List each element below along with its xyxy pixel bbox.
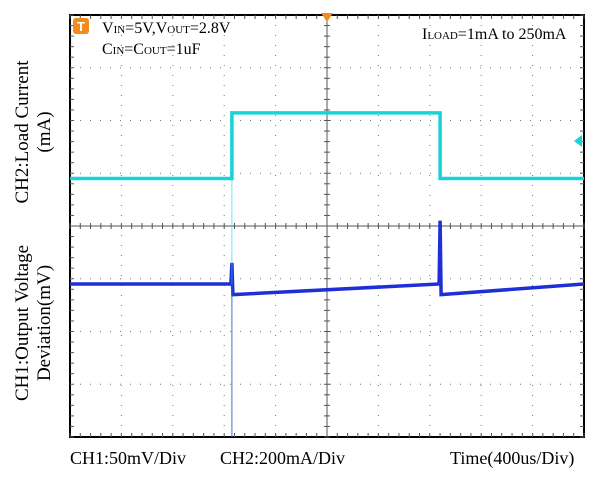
cout-subscript: OUT (143, 45, 167, 57)
graticule (69, 14, 585, 438)
vout-subscript: OUT (167, 24, 190, 36)
iload-annotation: ILOAD=1mA to 250mA (422, 26, 566, 44)
vout-value: =2.8V (189, 20, 231, 37)
ch2-level-marker-icon (574, 135, 582, 147)
iload-subscript: LOAD (427, 30, 458, 42)
ch1-ylabel-line2: Deviation(mV) (34, 264, 55, 382)
trigger-position-arrow-icon (321, 13, 333, 22)
traces (70, 111, 585, 437)
cap-value: =1uF (166, 41, 201, 58)
vin-label: V (102, 20, 114, 37)
ch2-scale-label: CH2:200mA/Div (220, 448, 346, 468)
vin-value: =5V,V (125, 20, 168, 37)
ch2-ylabel: CH2:Load Current (mA) (12, 42, 56, 222)
vin-vout-annotation: VIN=5V,VOUT=2.8V (102, 20, 230, 38)
ch1-scale-label: CH1:50mV/Div (70, 448, 187, 468)
cin-label: C (102, 41, 113, 58)
cout-label: =C (124, 41, 144, 58)
trigger-marker-label: T (77, 19, 85, 34)
ch1-output-voltage-trace (70, 220, 585, 297)
iload-label: I (422, 26, 428, 43)
cin-subscript: IN (112, 45, 125, 57)
ch2-ylabel-line2: (mA) (34, 111, 55, 153)
ch2-ylabel-line1: CH2:Load Current (12, 60, 33, 204)
markers: T (73, 13, 582, 147)
cin-cout-annotation: CIN=COUT=1uF (102, 41, 201, 59)
trigger-marker-icon (73, 18, 89, 34)
ch2-load-current-trace (70, 111, 584, 181)
ch1-ylabel: CH1:Output Voltage Deviation(mV) (12, 228, 56, 418)
vin-subscript: IN (113, 24, 126, 36)
iload-value: =1mA to 250mA (457, 26, 567, 43)
timebase-label: Time(400us/Div) (450, 448, 575, 468)
ch1-ylabel-line1: CH1:Output Voltage (12, 244, 33, 402)
